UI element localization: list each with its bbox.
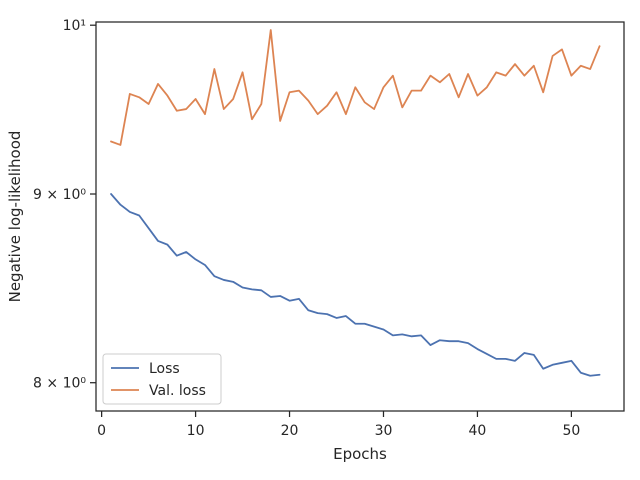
x-tick-label: 30 [375,423,393,439]
y-tick-label: 8 × 10⁰ [33,376,86,392]
legend-label-1: Val. loss [149,383,206,399]
x-tick-label: 20 [281,423,299,439]
y-axis-label: Negative log-likelihood [6,131,24,303]
x-tick-label: 10 [187,423,205,439]
y-tick-label: 10¹ [63,18,86,34]
x-tick-label: 40 [469,423,487,439]
plot-area [110,29,601,377]
series-line-0 [110,193,601,377]
axes: 0 10 20 30 40 50 8 × 10⁰ 9 × 10⁰ 10¹ [33,18,625,439]
x-tick-label: 0 [97,423,106,439]
x-axis-label: Epochs [333,445,387,463]
legend-box [102,353,222,405]
y-tick-label: 9 × 10⁰ [33,187,86,203]
legend: Loss Val. loss [102,353,222,405]
x-tick-label: 50 [562,423,580,439]
axes-frame [95,21,625,412]
series-line-1 [110,29,601,146]
legend-label-0: Loss [149,361,180,377]
